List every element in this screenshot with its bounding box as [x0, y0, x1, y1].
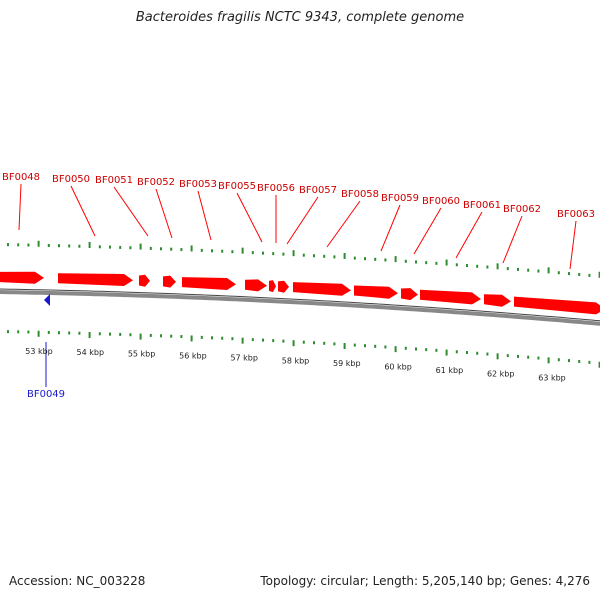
leader-line-bf0052 — [155, 188, 173, 239]
gene-label-bf0052: BF0052 — [137, 177, 175, 188]
leader-line-bf0058 — [326, 200, 361, 248]
scale-label: 61 kbp — [436, 366, 464, 375]
scale-label: 56 kbp — [179, 352, 207, 361]
scale-label: 58 kbp — [282, 356, 310, 365]
scale-label: 59 kbp — [333, 359, 361, 368]
leader-line-bf0051 — [113, 186, 149, 237]
leader-line-bf0053 — [197, 190, 212, 241]
scale-label: 55 kbp — [128, 350, 156, 359]
leader-line-bf0057 — [286, 196, 319, 245]
scale-label: 54 kbp — [77, 348, 105, 357]
label-leader-lines — [18, 183, 577, 387]
gene-arrow — [182, 277, 236, 290]
leader-line-bf0059 — [380, 204, 401, 252]
upper-tick-track — [7, 240, 600, 278]
leader-line-bf0063 — [569, 220, 577, 270]
leader-line-bf0061 — [455, 211, 483, 259]
map-title: Bacteroides fragilis NCTC 9343, complete… — [135, 10, 465, 25]
gene-label-bf0048: BF0048 — [2, 172, 40, 183]
leader-line-bf0050 — [70, 185, 96, 237]
leader-line-bf0048 — [18, 183, 22, 231]
gene-label-bf0053: BF0053 — [179, 179, 217, 190]
gene-label-bf0057: BF0057 — [299, 185, 337, 196]
gene-arrow — [0, 271, 44, 284]
gene-arrow — [58, 273, 133, 286]
scale-label: 53 kbp — [25, 347, 53, 356]
leader-line-bf0062 — [502, 215, 523, 264]
gene-arrow — [293, 282, 351, 296]
gene-arrow — [269, 280, 276, 293]
gene-label-bf0059: BF0059 — [381, 193, 419, 204]
gene-arrow-reverse — [44, 294, 50, 306]
gene-label-bf0060: BF0060 — [422, 196, 460, 207]
scale-label: 62 kbp — [487, 370, 515, 379]
gene-arrow — [401, 288, 418, 301]
gene-label-bf0058: BF0058 — [341, 189, 379, 200]
gene-arrow — [420, 289, 481, 305]
gene-label-bf0050: BF0050 — [52, 174, 90, 185]
gene-track — [0, 271, 600, 315]
scale-label: 60 kbp — [384, 362, 412, 371]
gene-arrow — [163, 275, 176, 288]
leader-line-bf0060 — [413, 207, 442, 255]
scale-labels: 53 kbp 54 kbp 55 kbp 56 kbp 57 kbp 58 kbp 59 k… — [25, 347, 566, 383]
gene-label-bf0049: BF0049 — [27, 389, 65, 400]
gene-arrow — [245, 279, 267, 292]
gene-arrow — [484, 294, 511, 307]
gene-label-bf0062: BF0062 — [503, 204, 541, 215]
gene-label-bf0061: BF0061 — [463, 200, 501, 211]
backbone-outer-band — [0, 289, 600, 326]
gene-label-bf0051: BF0051 — [95, 175, 133, 186]
gene-arrow — [139, 274, 150, 287]
gene-label-bf0055: BF0055 — [218, 181, 256, 192]
gene-arrow — [514, 296, 600, 315]
genome-summary-text: Topology: circular; Length: 5,205,140 bp… — [260, 574, 590, 588]
genome-backbone — [0, 288, 600, 326]
accession-text: Accession: NC_003228 — [9, 574, 146, 588]
gene-arrow — [278, 280, 289, 293]
leader-line-bf0055 — [236, 192, 263, 243]
gene-arrow — [354, 285, 398, 299]
backbone-inner-line — [0, 288, 600, 322]
gene-label-bf0063: BF0063 — [557, 209, 595, 220]
gene-label-bf0056: BF0056 — [257, 183, 295, 194]
scale-label: 57 kbp — [230, 354, 258, 363]
scale-label: 63 kbp — [538, 374, 566, 383]
